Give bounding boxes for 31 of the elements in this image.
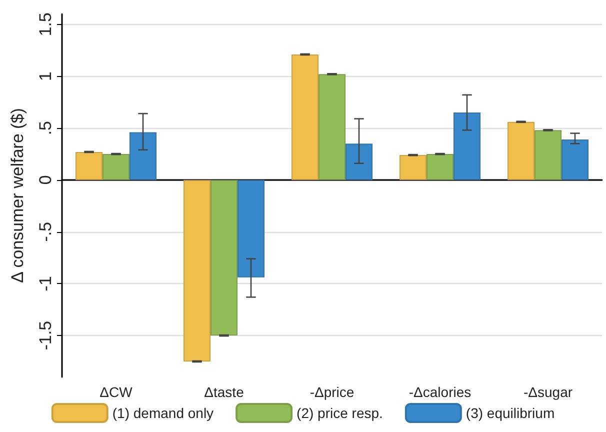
bar [318,74,346,180]
y-tick-label: .5 [36,120,55,136]
bar [130,132,156,180]
y-tick-label: -.5 [36,222,55,242]
x-tick-label: -Δcalories [408,384,472,400]
bar [400,155,426,180]
bar [534,130,562,180]
bar [426,154,454,180]
bar [346,144,372,180]
bar [454,112,480,180]
legend-label: (2) price resp. [296,405,383,421]
bar [292,54,318,180]
bar [76,152,102,180]
x-tick-label: ΔCW [100,384,134,400]
x-tick-label: -Δprice [310,384,354,400]
bar [102,154,130,180]
bar [210,180,238,336]
x-tick-label: Δtaste [204,384,244,400]
legend-label: (1) demand only [112,405,214,421]
bar [508,122,534,180]
y-tick-label: 1.5 [36,12,55,36]
bar [238,180,264,278]
y-tick-label: 1 [36,71,55,81]
x-tick-label: -Δsugar [523,384,573,400]
bar [562,139,588,180]
y-tick-label: 0 [36,175,55,185]
bar [184,180,210,362]
y-axis-title: Δ consumer welfare ($) [8,108,27,283]
legend-label: (3) equilibrium [466,405,555,421]
y-tick-label: -1.5 [36,320,55,350]
y-tick-label: -1 [36,276,55,292]
